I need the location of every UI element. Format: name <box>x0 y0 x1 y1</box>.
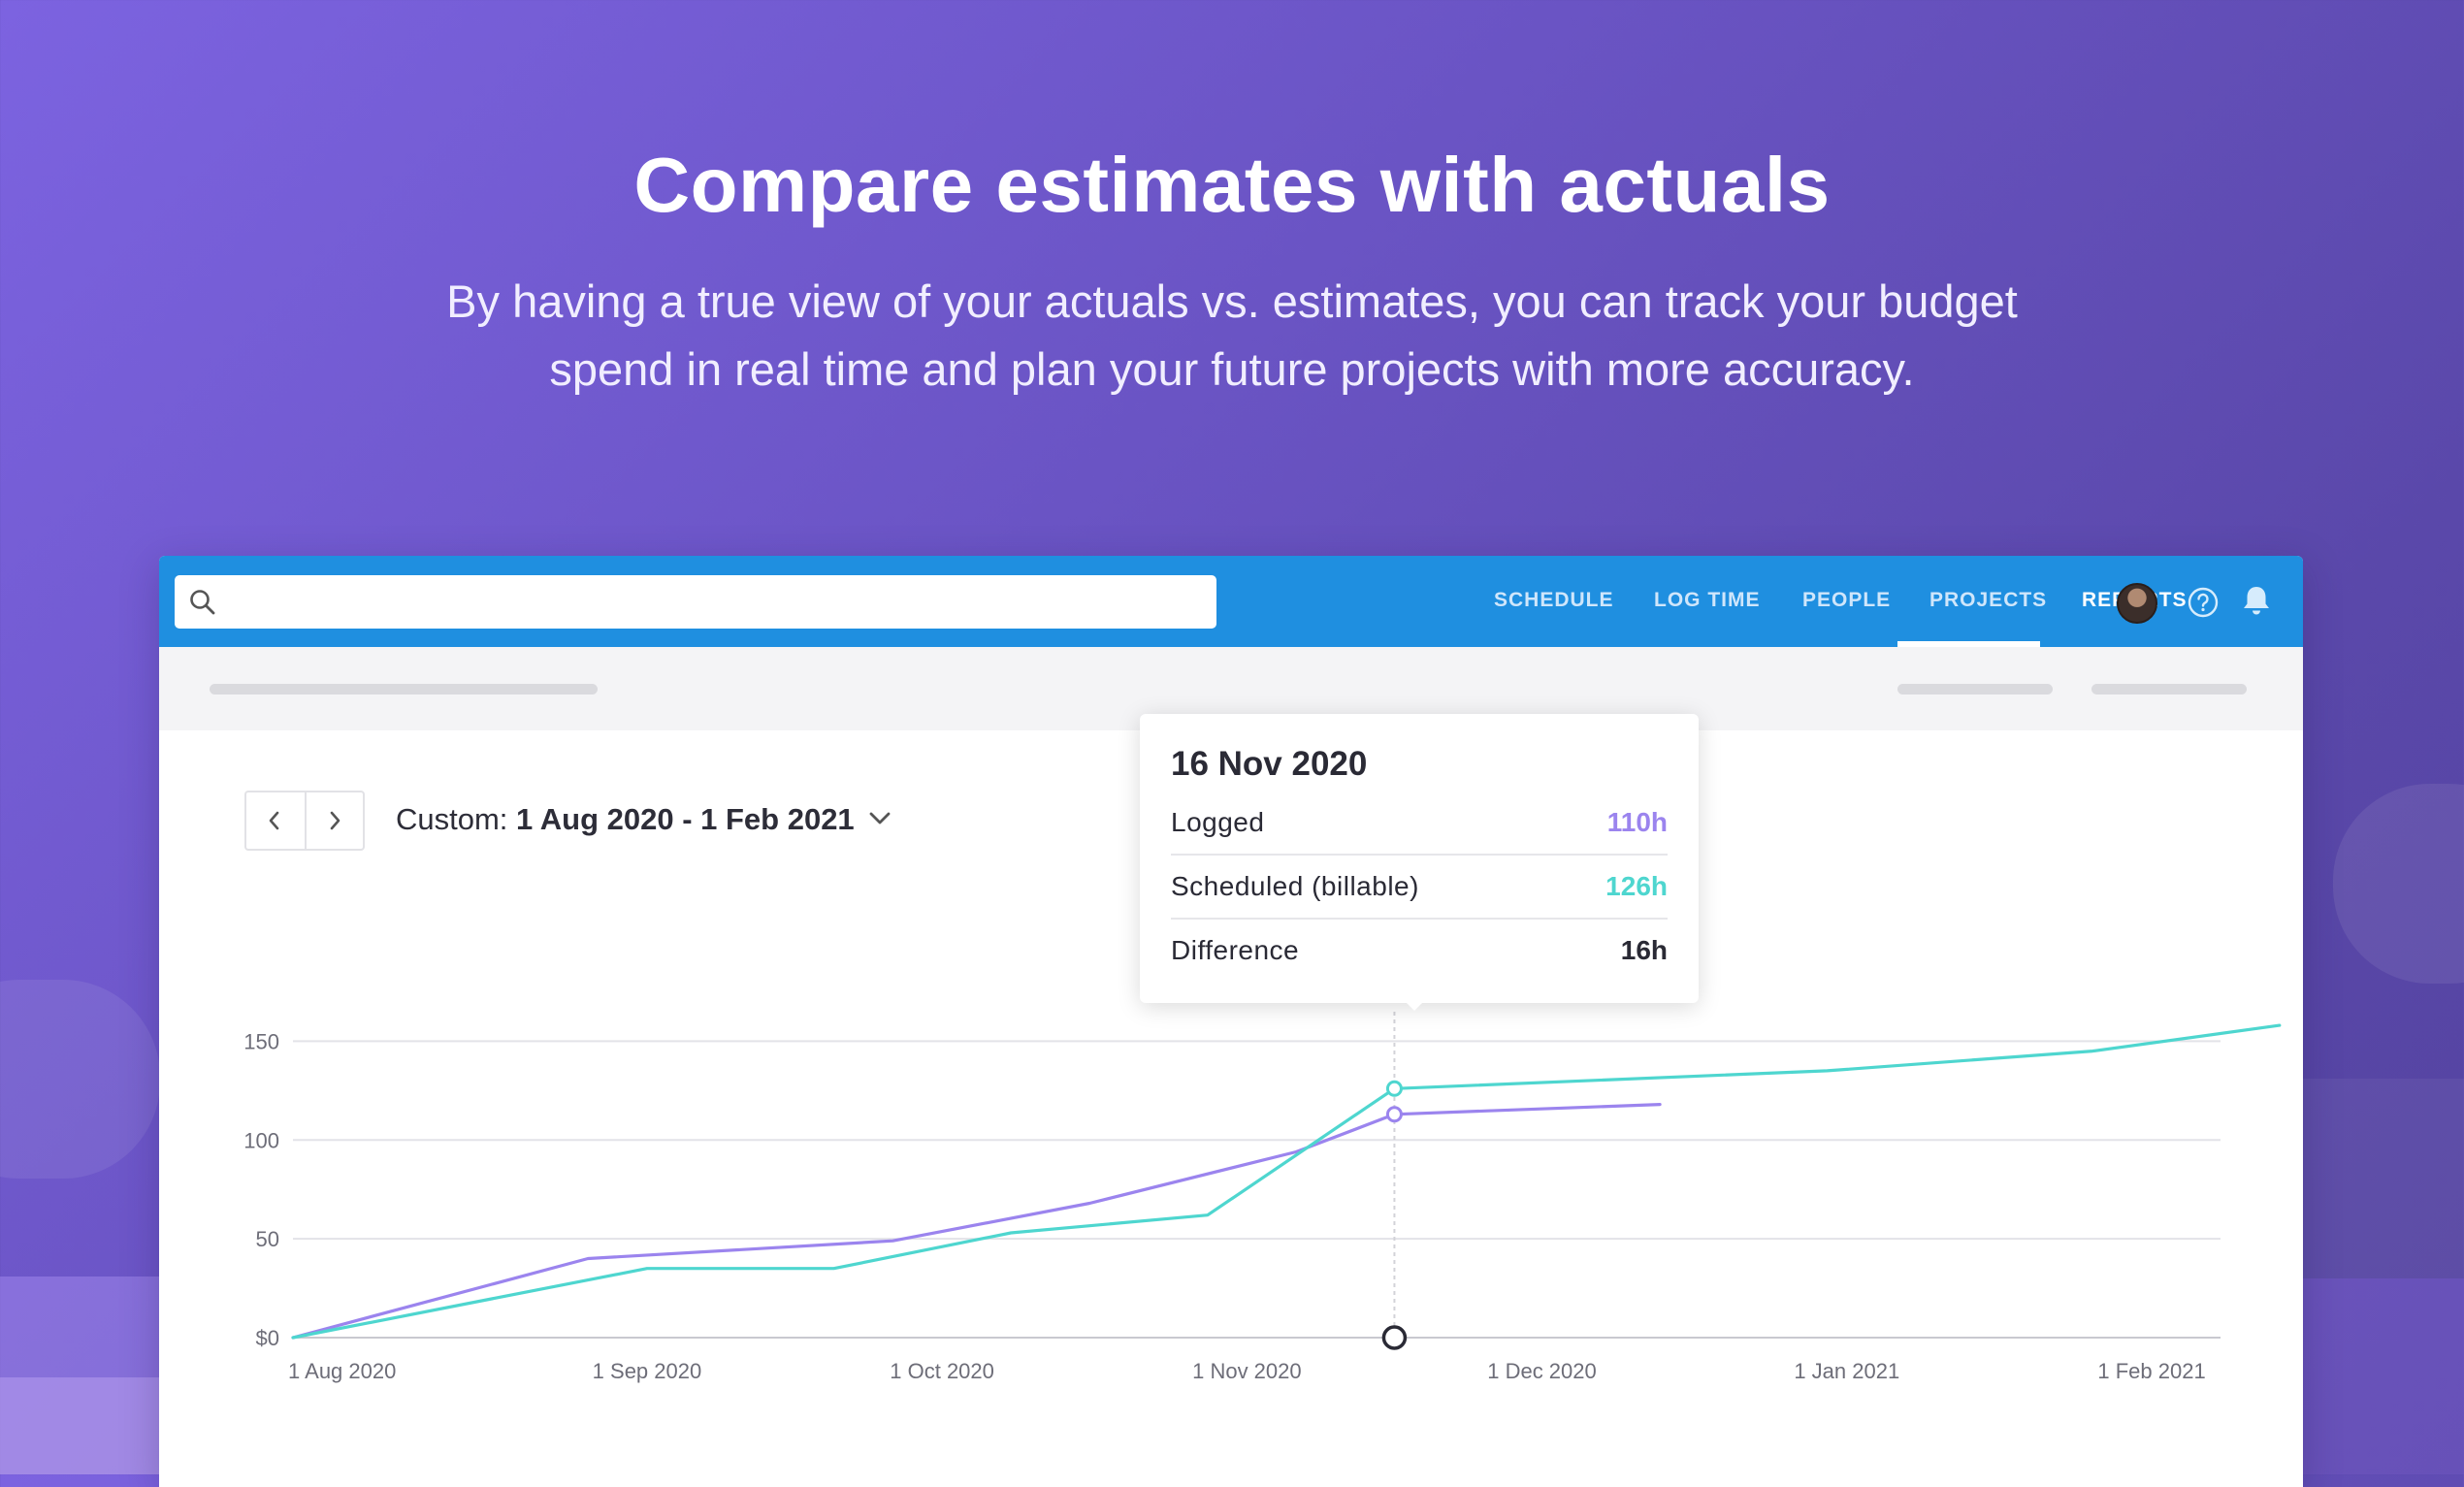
tooltip-arrow <box>1401 997 1428 1011</box>
tooltip-value: 110h <box>1606 807 1668 837</box>
nav-log-time[interactable]: LOG TIME <box>1654 589 1761 611</box>
hero-subtitle: By having a true view of your actuals vs… <box>407 268 2057 404</box>
decorative-band-left <box>0 1277 165 1377</box>
search-box[interactable] <box>175 575 1216 629</box>
x-tick-label: 1 Oct 2020 <box>890 1359 994 1383</box>
y-tick-label: 50 <box>256 1227 279 1251</box>
tooltip-date: 16 Nov 2020 <box>1171 745 1368 783</box>
previous-period-button[interactable] <box>246 792 303 849</box>
tooltip-label: Scheduled (billable) <box>1171 871 1419 901</box>
date-range-stepper <box>244 791 365 851</box>
tooltip-value: 126h <box>1605 871 1668 901</box>
search-icon <box>190 590 215 615</box>
tooltip-row-logged: Logged 110h <box>1171 792 1668 854</box>
tooltip-label: Difference <box>1171 935 1300 965</box>
scheduled-series-line <box>291 1023 2282 1340</box>
help-icon[interactable] <box>2187 586 2220 619</box>
decorative-band-left-lower <box>0 1377 165 1474</box>
x-tick-label: 1 Jan 2021 <box>1794 1359 1899 1383</box>
tooltip-row-scheduled: Scheduled (billable) 126h <box>1171 856 1668 918</box>
x-tick-label: 1 Dec 2020 <box>1487 1359 1597 1383</box>
date-range-value: 1 Aug 2020 - 1 Feb 2021 <box>516 802 855 836</box>
notifications-bell-icon[interactable] <box>2240 584 2273 619</box>
app-window: SCHEDULE LOG TIME PEOPLE PROJECTS REPORT… <box>159 556 2303 1487</box>
user-avatar[interactable] <box>2117 583 2157 624</box>
logged-hover-point <box>1385 1106 1403 1123</box>
loading-placeholder <box>210 684 598 695</box>
tooltip-divider <box>1171 854 1668 856</box>
nav-schedule[interactable]: SCHEDULE <box>1494 589 1614 611</box>
tooltip-row-difference: Difference 16h <box>1171 920 1668 982</box>
date-range-selector[interactable]: Custom: 1 Aug 2020 - 1 Feb 2021 <box>396 802 855 837</box>
hero-subtitle-line-1: By having a true view of your actuals vs… <box>446 275 2018 327</box>
nav-projects[interactable]: PROJECTS <box>1929 589 2048 611</box>
decorative-pill-right <box>2333 784 2464 984</box>
x-tick-label: 1 Sep 2020 <box>593 1359 702 1383</box>
hero-subtitle-line-2: spend in real time and plan your future … <box>549 343 1915 395</box>
y-tick-label: 150 <box>243 1029 279 1053</box>
loading-placeholder <box>1897 684 2053 695</box>
y-tick-label: $0 <box>256 1326 279 1350</box>
chart-tooltip: 16 Nov 2020 Logged 110h Scheduled (billa… <box>1140 714 1699 1003</box>
decorative-pill-left <box>0 980 160 1179</box>
x-tick-label: 1 Feb 2021 <box>2097 1359 2205 1383</box>
decorative-band-right <box>2301 1079 2464 1278</box>
tooltip-divider <box>1171 918 1668 920</box>
decorative-band-right-lower <box>2301 1278 2464 1474</box>
hours-line-chart: $0 50 100 150 1 Aug 2020 1 Sep 2020 1 Oct 2020… <box>243 1012 2282 1383</box>
active-tab-indicator <box>1897 641 2040 647</box>
hover-axis-handle <box>1381 1325 1408 1350</box>
loading-placeholder <box>2091 684 2247 695</box>
hero-title: Compare estimates with actuals <box>633 142 1831 228</box>
chevron-right-icon <box>330 811 340 830</box>
date-range-prefix: Custom: <box>396 802 508 836</box>
top-navigation-bar: SCHEDULE LOG TIME PEOPLE PROJECTS REPORT… <box>159 556 2303 647</box>
x-tick-label: 1 Aug 2020 <box>288 1359 396 1383</box>
tooltip-label: Logged <box>1171 807 1265 837</box>
x-tick-label: 1 Nov 2020 <box>1192 1359 1302 1383</box>
scheduled-hover-point <box>1385 1080 1403 1097</box>
chevron-down-icon[interactable] <box>867 810 892 827</box>
nav-people[interactable]: PEOPLE <box>1802 589 1892 611</box>
chevron-left-icon <box>269 811 279 830</box>
tooltip-value: 16h <box>1620 935 1668 965</box>
next-period-button[interactable] <box>305 792 363 849</box>
y-tick-label: 100 <box>243 1128 279 1152</box>
search-input[interactable] <box>229 581 1203 624</box>
